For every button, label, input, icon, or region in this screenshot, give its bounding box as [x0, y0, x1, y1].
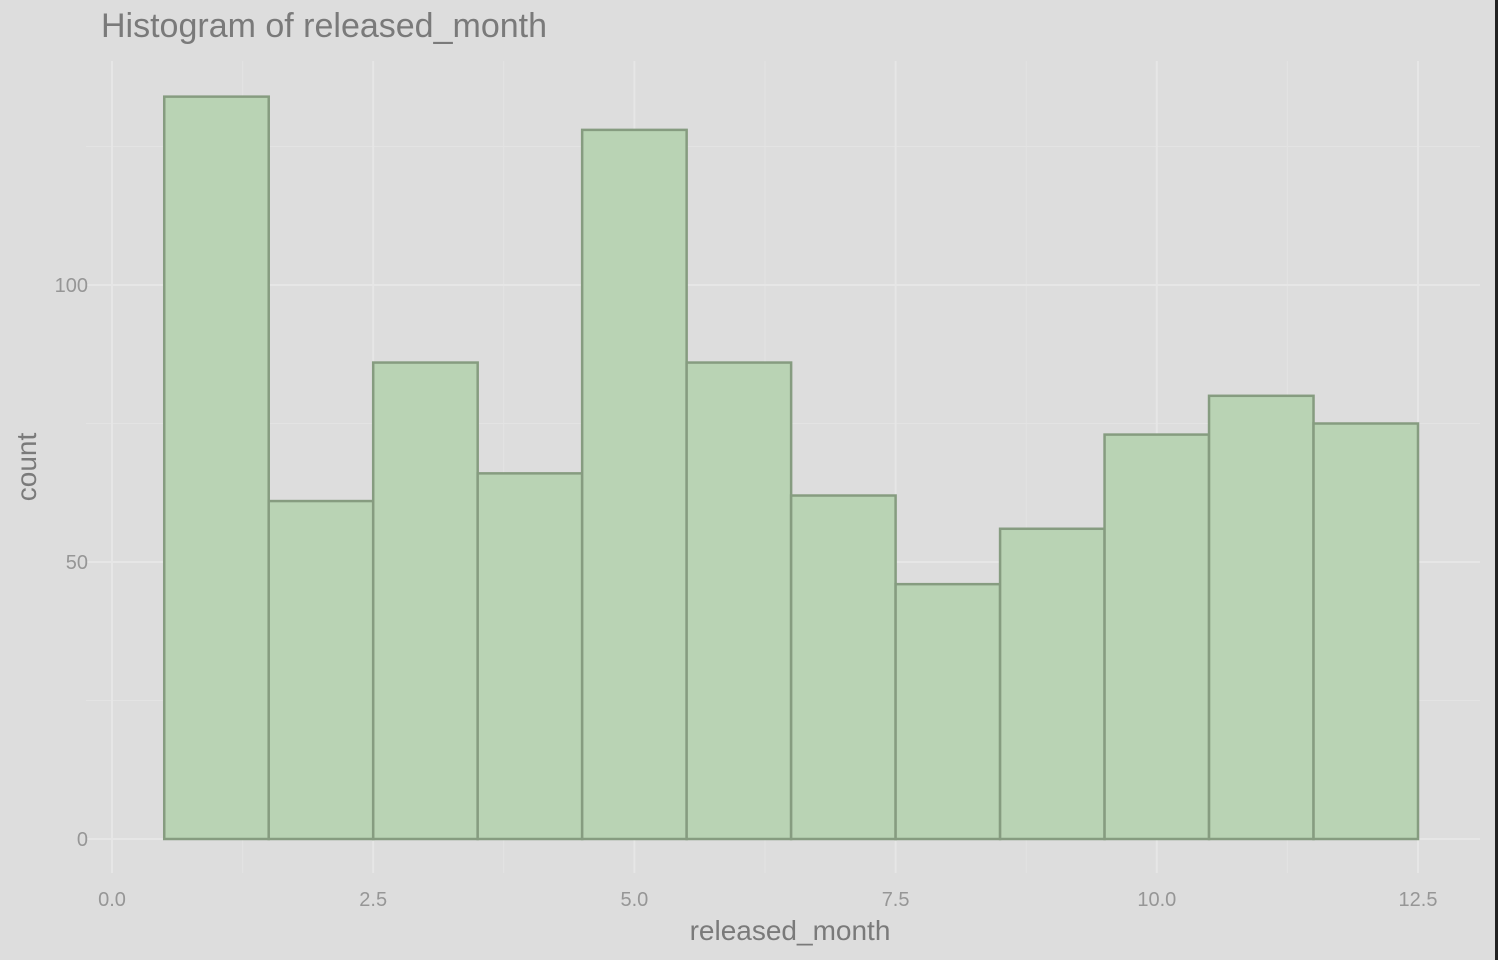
histogram-bar — [894, 582, 1002, 841]
histogram-bar — [1207, 394, 1315, 841]
histogram-bar — [1103, 433, 1211, 841]
x-tick-label: 7.5 — [882, 889, 910, 911]
histogram-bar — [476, 472, 584, 841]
x-axis-title: released_month — [690, 915, 891, 946]
histogram-bars — [162, 95, 1420, 841]
histogram-bar — [998, 527, 1106, 841]
histogram-bar — [1312, 422, 1420, 841]
chart-title: Histogram of released_month — [101, 7, 547, 45]
y-axis-ticks: 0 50 100 — [55, 275, 88, 851]
x-tick-label: 0.0 — [98, 889, 126, 911]
y-tick-label: 50 — [66, 552, 88, 574]
histogram-bar — [267, 499, 375, 841]
histogram-bar — [685, 361, 793, 841]
histogram-bar — [580, 128, 688, 841]
histogram-bar — [789, 494, 897, 841]
histogram-bar — [371, 361, 479, 841]
histogram-bar — [162, 95, 270, 841]
x-axis-ticks: 0.0 2.5 5.0 7.5 10.0 12.5 — [98, 889, 1437, 911]
y-tick-label: 100 — [55, 275, 88, 297]
x-tick-label: 12.5 — [1399, 889, 1438, 911]
y-tick-label: 0 — [77, 829, 88, 851]
y-axis-title: count — [11, 433, 42, 502]
x-tick-label: 10.0 — [1137, 889, 1176, 911]
window-edge — [1495, 0, 1498, 960]
x-tick-label: 5.0 — [620, 889, 648, 911]
x-tick-label: 2.5 — [359, 889, 387, 911]
